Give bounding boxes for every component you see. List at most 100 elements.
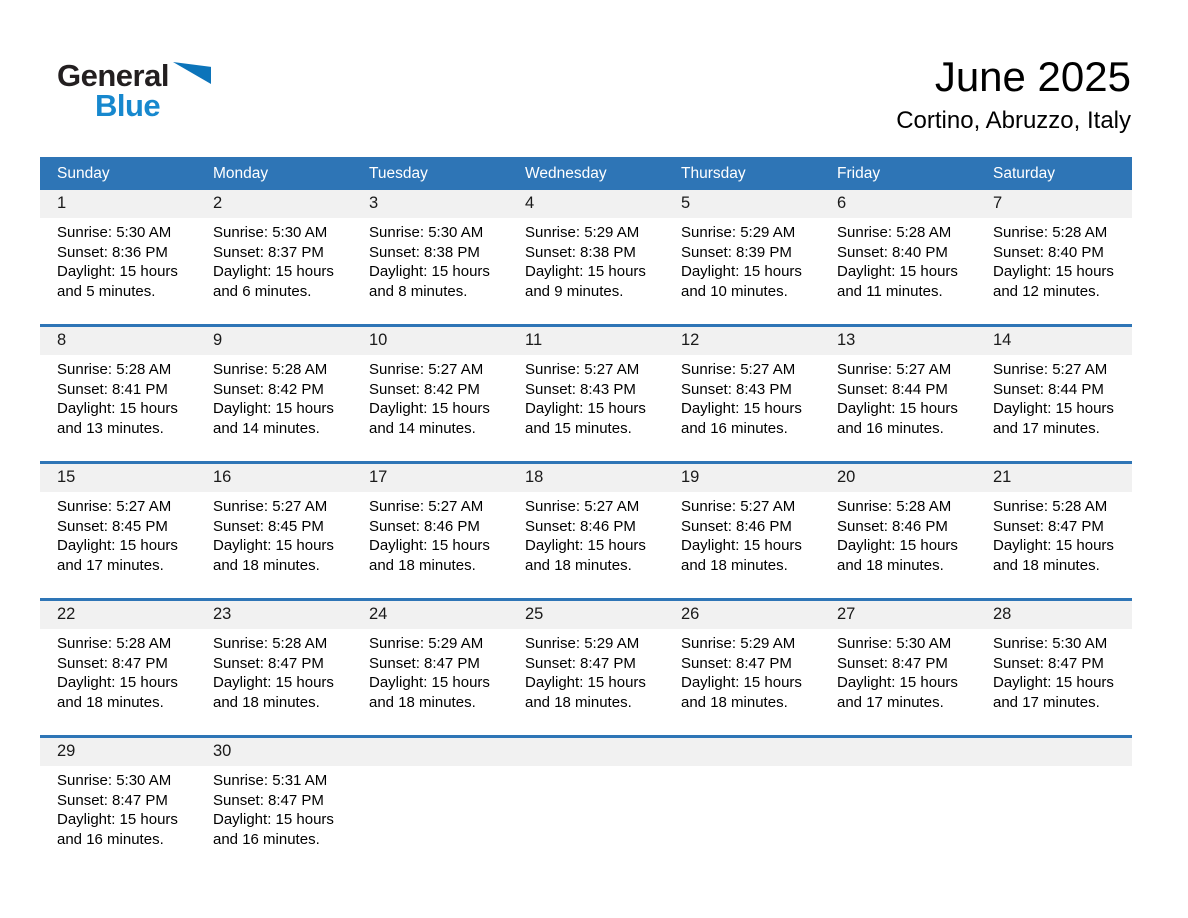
day-number: 3 [352,190,508,218]
week-row: 15 Sunrise: 5:27 AM Sunset: 8:45 PM Dayligh… [40,461,1132,598]
daylight-line-1: Daylight: 15 hours [837,674,958,691]
day-cell: 11 Sunrise: 5:27 AM Sunset: 8:43 PM Dayligh… [508,327,664,461]
sunset-line: Sunset: 8:38 PM [525,243,636,261]
daylight-line-1: Daylight: 15 hours [57,263,178,280]
daylight-line-1: Daylight: 15 hours [681,674,802,691]
day-cell: 26 Sunrise: 5:29 AM Sunset: 8:47 PM Dayligh… [664,601,820,735]
day-details: Sunrise: 5:30 AM Sunset: 8:37 PM Daylight:… [196,218,352,301]
day-details: Sunrise: 5:28 AM Sunset: 8:46 PM Daylight:… [820,492,976,575]
daylight-line-1: Daylight: 15 hours [57,400,178,417]
day-number: 4 [508,190,664,218]
daylight-line-2: and 18 minutes. [369,556,476,574]
day-cell: 2 Sunrise: 5:30 AM Sunset: 8:37 PM Daylight… [196,190,352,324]
day-number: 19 [664,464,820,492]
sunset-line: Sunset: 8:47 PM [57,791,168,809]
day-details: Sunrise: 5:29 AM Sunset: 8:47 PM Daylight:… [352,629,508,712]
daylight-line-2: and 12 minutes. [993,282,1100,300]
day-number [508,738,664,766]
day-cell: 7 Sunrise: 5:28 AM Sunset: 8:40 PM Daylight… [976,190,1132,324]
day-number: 24 [352,601,508,629]
day-number [976,738,1132,766]
sunset-line: Sunset: 8:47 PM [837,654,948,672]
sunrise-line: Sunrise: 5:30 AM [837,635,952,652]
sunset-line: Sunset: 8:36 PM [57,243,168,261]
daylight-line-2: and 8 minutes. [369,282,468,300]
day-cell: 25 Sunrise: 5:29 AM Sunset: 8:47 PM Dayligh… [508,601,664,735]
day-cell: 24 Sunrise: 5:29 AM Sunset: 8:47 PM Dayligh… [352,601,508,735]
day-number: 27 [820,601,976,629]
sunset-line: Sunset: 8:37 PM [213,243,324,261]
day-cell: 10 Sunrise: 5:27 AM Sunset: 8:42 PM Dayligh… [352,327,508,461]
daylight-line-1: Daylight: 15 hours [369,263,490,280]
day-number: 29 [40,738,196,766]
daylight-line-1: Daylight: 15 hours [681,400,802,417]
daylight-line-2: and 18 minutes. [213,693,320,711]
sunrise-line: Sunrise: 5:28 AM [57,635,172,652]
day-number: 8 [40,327,196,355]
sunrise-line: Sunrise: 5:27 AM [369,498,484,515]
day-details: Sunrise: 5:28 AM Sunset: 8:40 PM Daylight:… [820,218,976,301]
title-block: June 2025 Cortino, Abruzzo, Italy [896,52,1131,138]
day-number: 17 [352,464,508,492]
day-cell: 6 Sunrise: 5:28 AM Sunset: 8:40 PM Daylight… [820,190,976,324]
daylight-line-2: and 18 minutes. [993,556,1100,574]
empty-day-cell [820,738,976,872]
sunrise-line: Sunrise: 5:30 AM [369,224,484,241]
daylight-line-1: Daylight: 15 hours [681,263,802,280]
week-row: 8 Sunrise: 5:28 AM Sunset: 8:41 PM Daylight… [40,324,1132,461]
logo-text-general: General [57,58,169,93]
day-cell: 3 Sunrise: 5:30 AM Sunset: 8:38 PM Daylight… [352,190,508,324]
sunset-line: Sunset: 8:47 PM [525,654,636,672]
day-details: Sunrise: 5:28 AM Sunset: 8:47 PM Daylight:… [976,492,1132,575]
daylight-line-2: and 18 minutes. [369,693,476,711]
sunset-line: Sunset: 8:40 PM [837,243,948,261]
day-cell: 4 Sunrise: 5:29 AM Sunset: 8:38 PM Daylight… [508,190,664,324]
sunrise-line: Sunrise: 5:27 AM [369,361,484,378]
day-cell: 20 Sunrise: 5:28 AM Sunset: 8:46 PM Dayligh… [820,464,976,598]
day-details: Sunrise: 5:27 AM Sunset: 8:45 PM Daylight:… [40,492,196,575]
calendar: Sunday Monday Tuesday Wednesday Thursday… [40,157,1132,872]
day-details: Sunrise: 5:31 AM Sunset: 8:47 PM Daylight:… [196,766,352,849]
day-details: Sunrise: 5:27 AM Sunset: 8:43 PM Daylight:… [508,355,664,438]
weekday-header: Sunday Monday Tuesday Wednesday Thursday… [40,157,1132,190]
day-details: Sunrise: 5:30 AM Sunset: 8:47 PM Daylight:… [40,766,196,849]
day-number: 12 [664,327,820,355]
daylight-line-2: and 18 minutes. [837,556,944,574]
daylight-line-1: Daylight: 15 hours [681,537,802,554]
sunset-line: Sunset: 8:38 PM [369,243,480,261]
daylight-line-1: Daylight: 15 hours [213,811,334,828]
day-number: 18 [508,464,664,492]
daylight-line-1: Daylight: 15 hours [213,674,334,691]
day-details: Sunrise: 5:29 AM Sunset: 8:47 PM Daylight:… [664,629,820,712]
sunrise-line: Sunrise: 5:27 AM [57,498,172,515]
sunrise-line: Sunrise: 5:29 AM [681,635,796,652]
day-number: 2 [196,190,352,218]
sunrise-line: Sunrise: 5:29 AM [525,224,640,241]
daylight-line-2: and 17 minutes. [837,693,944,711]
sunset-line: Sunset: 8:43 PM [525,380,636,398]
sunset-line: Sunset: 8:44 PM [993,380,1104,398]
day-cell: 29 Sunrise: 5:30 AM Sunset: 8:47 PM Dayligh… [40,738,196,872]
daylight-line-1: Daylight: 15 hours [837,263,958,280]
daylight-line-1: Daylight: 15 hours [993,674,1114,691]
day-details: Sunrise: 5:27 AM Sunset: 8:46 PM Daylight:… [508,492,664,575]
daylight-line-1: Daylight: 15 hours [213,400,334,417]
sunrise-line: Sunrise: 5:28 AM [993,224,1108,241]
day-number: 28 [976,601,1132,629]
sunset-line: Sunset: 8:46 PM [837,517,948,535]
sunset-line: Sunset: 8:47 PM [681,654,792,672]
daylight-line-2: and 16 minutes. [213,830,320,848]
day-details: Sunrise: 5:30 AM Sunset: 8:47 PM Daylight:… [820,629,976,712]
sunrise-line: Sunrise: 5:28 AM [213,361,328,378]
day-details: Sunrise: 5:30 AM Sunset: 8:38 PM Daylight:… [352,218,508,301]
sunrise-line: Sunrise: 5:30 AM [213,224,328,241]
weekday-sunday: Sunday [57,164,110,182]
day-details: Sunrise: 5:27 AM Sunset: 8:44 PM Daylight:… [820,355,976,438]
sunset-line: Sunset: 8:39 PM [681,243,792,261]
daylight-line-2: and 17 minutes. [993,419,1100,437]
daylight-line-1: Daylight: 15 hours [57,811,178,828]
daylight-line-2: and 17 minutes. [993,693,1100,711]
weekday-tuesday: Tuesday [369,164,428,182]
daylight-line-1: Daylight: 15 hours [993,537,1114,554]
weekday-friday: Friday [837,164,881,182]
